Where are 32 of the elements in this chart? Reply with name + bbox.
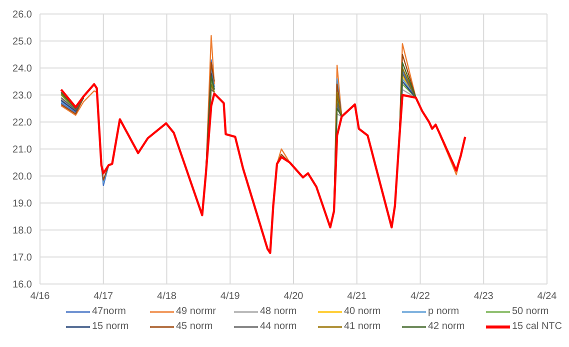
y-tick-label: 19.0: [12, 198, 32, 210]
legend-label: 15 norm: [92, 321, 129, 332]
y-tick-label: 16.0: [12, 280, 32, 291]
legend-label: 15 cal NTC: [512, 321, 562, 332]
y-tick-label: 20.0: [12, 172, 32, 183]
y-tick-label: 26.0: [12, 10, 32, 21]
y-tick-label: 18.0: [12, 226, 32, 237]
y-tick-label: 25.0: [12, 36, 32, 48]
y-tick-label: 17.0: [12, 252, 32, 264]
y-tick-label: 21.0: [12, 144, 32, 156]
legend-label: 41 norm: [344, 321, 381, 332]
legend-label: 44 norm: [260, 321, 297, 332]
x-tick-label: 4/19: [220, 291, 240, 302]
x-tick-label: 4/16: [30, 291, 50, 302]
x-tick-label: 4/18: [157, 291, 177, 302]
legend-label: p norm: [428, 306, 460, 317]
x-tick-label: 4/17: [94, 291, 114, 302]
x-tick-label: 4/22: [410, 291, 430, 302]
legend-label: 50 norm: [512, 306, 549, 317]
x-tick-label: 4/20: [284, 291, 304, 302]
legend-label: 47norm: [92, 306, 126, 317]
y-tick-label: 24.0: [12, 64, 32, 75]
legend-label: 48 norm: [260, 306, 297, 317]
x-tick-label: 4/21: [347, 291, 368, 302]
legend-label: 40 norm: [344, 306, 381, 317]
y-tick-label: 22.0: [12, 118, 32, 129]
x-tick-label: 4/24: [537, 291, 558, 302]
x-tick-label: 4/23: [474, 291, 494, 302]
legend-label: 45 norm: [176, 321, 213, 332]
legend-label: 42 norm: [428, 321, 465, 332]
y-tick-label: 23.0: [12, 90, 32, 102]
legend-label: 49 normr: [176, 306, 216, 317]
